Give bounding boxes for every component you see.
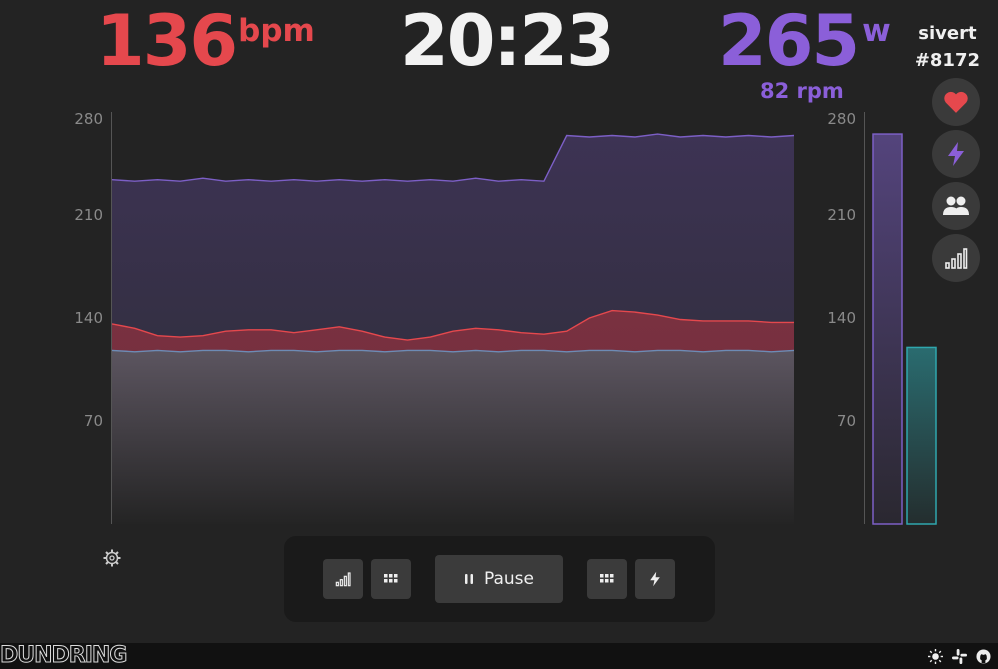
pause-label: Pause <box>484 569 534 589</box>
grid-view-button[interactable] <box>371 559 411 599</box>
main-y-tick: 280 <box>74 110 103 128</box>
power-button[interactable] <box>932 130 980 178</box>
bar-chart <box>872 133 937 525</box>
bar-y-tick: 210 <box>827 206 856 224</box>
bolt-icon <box>650 571 660 587</box>
github-icon[interactable] <box>976 649 991 664</box>
bar-1 <box>906 346 937 525</box>
users-icon <box>943 196 969 215</box>
bolt-icon <box>948 142 964 166</box>
pause-icon <box>465 574 473 584</box>
elapsed-timer: 20:23 <box>400 0 615 82</box>
settings-gear-icon[interactable] <box>102 548 122 568</box>
heart-icon <box>944 91 968 113</box>
brand-logo: DUNDRING <box>0 643 128 669</box>
heart-rate-display: 136bpm <box>96 6 315 76</box>
power-mode-button[interactable] <box>635 559 675 599</box>
heart-rate-button[interactable] <box>932 78 980 126</box>
bar-y-tick: 140 <box>827 309 856 327</box>
pause-button[interactable]: Pause <box>435 555 563 603</box>
grid-view-button-2[interactable] <box>587 559 627 599</box>
bar-chart-axis <box>864 112 865 524</box>
group-button[interactable] <box>932 182 980 230</box>
user-id: #8172 <box>914 50 980 71</box>
heart-rate-unit: bpm <box>238 13 315 49</box>
series-line-1 <box>112 309 794 341</box>
chart-view-button[interactable] <box>323 559 363 599</box>
main-chart <box>112 133 794 524</box>
power-value: 265 <box>718 0 860 82</box>
bar-chart-icon <box>945 248 968 269</box>
sun-icon[interactable] <box>928 649 943 664</box>
bar-chart-icon <box>335 572 351 587</box>
bar-0 <box>872 133 903 525</box>
bar-y-tick: 70 <box>836 412 856 430</box>
main-chart-axis <box>111 112 112 524</box>
series-line-0 <box>112 133 794 182</box>
series-area-2 <box>112 350 794 524</box>
series-line-2 <box>112 349 794 353</box>
power-display: 265 w <box>718 6 891 76</box>
main-y-tick: 140 <box>74 309 103 327</box>
heart-rate-value: 136 <box>96 0 238 82</box>
grid-icon <box>600 574 614 583</box>
stats-button[interactable] <box>932 234 980 282</box>
bar-y-tick: 280 <box>827 110 856 128</box>
grid-icon <box>384 574 398 583</box>
footer-bar: DUNDRING <box>0 643 998 669</box>
cadence-value: 82 rpm <box>760 79 844 103</box>
user-name: sivert <box>918 23 977 44</box>
power-unit: w <box>862 13 891 49</box>
slack-icon[interactable] <box>952 649 967 664</box>
main-y-tick: 210 <box>74 206 103 224</box>
main-y-tick: 70 <box>83 412 103 430</box>
user-info: sivert #8172 <box>915 20 980 74</box>
control-toolbar: Pause <box>284 536 715 622</box>
